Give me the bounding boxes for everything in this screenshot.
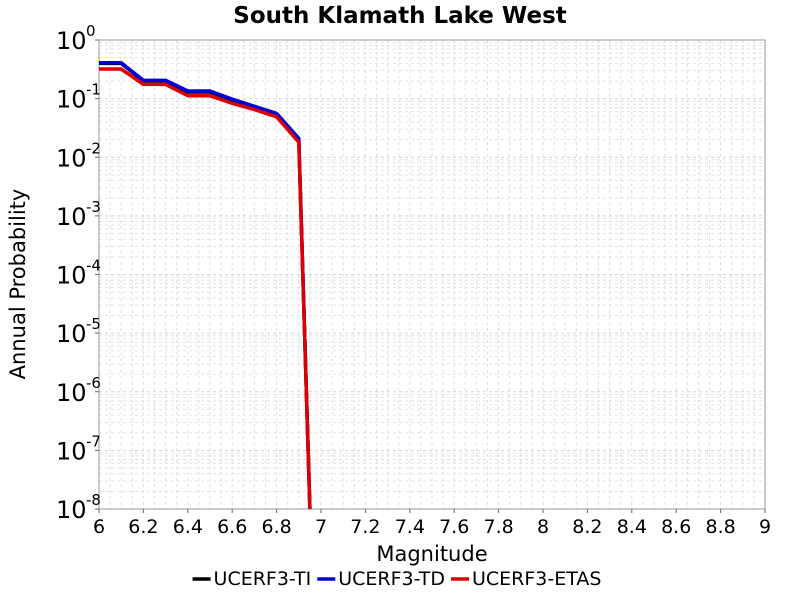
y-tick-label-exponent: 0 <box>86 22 96 40</box>
series-layer <box>99 60 312 510</box>
x-axis-ticks: 6 6.2 6.4 6.6 6.8 7 7.2 7.4 7.6 7.8 8 8.2 8.4 8.6 8.8 9 <box>93 509 771 538</box>
y-tick-label-base: 10 <box>56 496 87 524</box>
x-tick-label: 7 <box>315 516 327 538</box>
x-tick-label: 7.8 <box>483 516 513 538</box>
y-tick-label-exponent: -2 <box>86 139 101 157</box>
y-tick-label-base: 10 <box>56 86 87 114</box>
y-tick-label-base: 10 <box>56 27 87 55</box>
x-tick-label: 7.2 <box>350 516 380 538</box>
y-tick-label-base: 10 <box>56 379 87 407</box>
legend-label-ucerf3-etas: UCERF3-ETAS <box>472 568 601 590</box>
y-tick-label-exponent: -6 <box>86 374 101 392</box>
y-tick-label-exponent: -4 <box>86 257 101 275</box>
x-tick-label: 8.8 <box>705 516 735 538</box>
x-tick-label: 8.4 <box>617 516 647 538</box>
y-tick-label-exponent: -5 <box>86 315 101 333</box>
x-tick-label: 8.2 <box>572 516 602 538</box>
series-line-ucerf3-td <box>99 60 312 510</box>
y-tick-label-base: 10 <box>56 320 87 348</box>
y-tick-label-base: 10 <box>56 203 87 231</box>
x-tick-label: 7.4 <box>395 516 425 538</box>
legend-label-ucerf3-ti: UCERF3-TI <box>214 568 312 590</box>
y-tick-label-base: 10 <box>56 262 87 290</box>
x-tick-label: 8.6 <box>661 516 691 538</box>
x-tick-label: 6.4 <box>173 516 203 538</box>
y-tick-label-exponent: -1 <box>86 81 101 99</box>
x-axis-label: Magnitude <box>376 542 487 566</box>
y-tick-label-base: 10 <box>56 437 87 465</box>
x-tick-label: 6.2 <box>128 516 158 538</box>
y-tick-label-exponent: -3 <box>86 198 101 216</box>
grid <box>98 39 766 510</box>
chart-title: South Klamath Lake West <box>233 3 567 29</box>
legend: UCERF3-TI UCERF3-TD UCERF3-ETAS <box>192 568 601 590</box>
series-line-ucerf3-etas <box>99 67 312 510</box>
x-tick-label: 9 <box>759 516 771 538</box>
x-tick-label: 6.6 <box>217 516 247 538</box>
x-tick-label: 6 <box>93 516 105 538</box>
x-tick-label: 8 <box>537 516 549 538</box>
legend-label-ucerf3-td: UCERF3-TD <box>338 568 445 590</box>
x-tick-label: 6.8 <box>261 516 291 538</box>
y-tick-label-exponent: -8 <box>86 491 101 509</box>
y-tick-label-base: 10 <box>56 144 87 172</box>
y-tick-label-exponent: -7 <box>86 432 101 450</box>
y-axis-label: Annual Probability <box>6 189 30 380</box>
x-tick-label: 7.6 <box>439 516 469 538</box>
